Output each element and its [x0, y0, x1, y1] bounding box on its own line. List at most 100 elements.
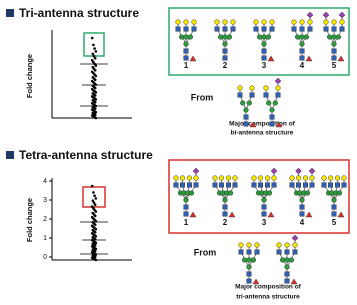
glcnac	[191, 26, 197, 32]
sialic-acid	[338, 11, 346, 19]
structure-number: 2	[223, 61, 228, 70]
glcnac	[307, 26, 313, 32]
glcnac	[269, 26, 275, 32]
panel-title: Tri-antenna structure	[19, 6, 139, 20]
galactose	[214, 19, 220, 25]
from-label: From	[191, 92, 214, 102]
galactose	[230, 19, 236, 25]
mannose	[299, 34, 305, 40]
galactose	[302, 175, 309, 181]
y-tick-label: 4	[43, 178, 47, 185]
dot	[94, 110, 98, 114]
mannose	[266, 100, 272, 106]
galactose	[269, 19, 275, 25]
dot	[94, 197, 98, 200]
mannose	[331, 197, 337, 203]
glcnac	[261, 204, 267, 210]
sialic-acid	[274, 77, 282, 85]
galactose	[275, 85, 281, 91]
structure-number: 4	[300, 61, 305, 70]
glcnac	[331, 204, 337, 210]
glcnac	[284, 271, 290, 277]
dot	[93, 230, 97, 234]
glcnac	[284, 249, 290, 255]
glcnac	[335, 182, 341, 188]
glcnac	[299, 211, 305, 217]
mannose	[272, 100, 278, 106]
galactose	[212, 175, 218, 181]
mannose	[331, 34, 337, 40]
glcnac	[218, 182, 224, 188]
fucose	[267, 211, 275, 218]
galactose	[186, 175, 193, 181]
glcnac	[179, 182, 185, 188]
sialic-acid	[291, 234, 299, 242]
glcnac	[261, 55, 267, 61]
mannose	[327, 34, 333, 40]
galactose	[321, 175, 327, 181]
glcnac	[276, 249, 282, 255]
glcnac	[331, 26, 337, 32]
dot	[94, 247, 98, 251]
mannose	[261, 41, 267, 47]
galactose	[291, 19, 297, 25]
glcnac	[222, 26, 228, 32]
glcnac	[275, 92, 281, 98]
glcnac	[251, 182, 257, 188]
mannose	[183, 197, 189, 203]
glcnac	[321, 182, 327, 188]
glcnac	[186, 182, 192, 188]
caption: bi-antenna structure	[231, 130, 294, 137]
fucose	[189, 55, 197, 62]
fucose	[252, 278, 260, 285]
galactose	[307, 19, 313, 25]
galactose	[299, 19, 305, 25]
glcnac	[183, 48, 189, 54]
mannose	[183, 34, 189, 40]
glcnac	[291, 26, 297, 32]
glcnac	[289, 182, 295, 188]
galactose	[249, 85, 255, 91]
highlight-box	[82, 186, 106, 208]
structure-number: 1	[184, 218, 189, 227]
galactose	[323, 19, 329, 25]
bullet	[6, 9, 14, 17]
panel-title: Tetra-antenna structure	[19, 148, 153, 162]
galactose	[237, 85, 243, 91]
galactose	[175, 19, 181, 25]
dot	[94, 74, 98, 78]
mannose	[288, 257, 295, 263]
galactose	[173, 175, 179, 181]
sialic-acid	[322, 11, 330, 19]
mannose	[218, 34, 224, 40]
dot	[94, 227, 98, 231]
bullet	[6, 151, 14, 159]
dot	[93, 194, 96, 198]
mannose	[187, 34, 194, 40]
caption: tri-antenna structure	[236, 294, 300, 301]
dot	[93, 94, 97, 97]
galactose	[257, 175, 264, 181]
galactose	[193, 175, 199, 181]
mannose	[299, 41, 305, 47]
mannose	[303, 34, 310, 40]
glcnac	[173, 182, 179, 188]
glcnac	[225, 182, 231, 188]
structure-number: 1	[184, 61, 189, 70]
dot	[92, 201, 96, 205]
glcnac	[214, 26, 220, 32]
galactose	[264, 175, 271, 181]
dot	[93, 203, 97, 207]
structure-number: 3	[262, 218, 267, 227]
dot	[94, 258, 98, 262]
mannose	[222, 41, 228, 47]
galactose	[225, 175, 232, 181]
galactose	[276, 242, 282, 248]
glcnac	[331, 48, 337, 54]
galactose	[238, 242, 244, 248]
mannose	[280, 257, 286, 263]
fucose	[275, 121, 283, 128]
galactose	[309, 175, 315, 181]
glcnac	[331, 55, 337, 61]
mannose	[240, 100, 246, 106]
